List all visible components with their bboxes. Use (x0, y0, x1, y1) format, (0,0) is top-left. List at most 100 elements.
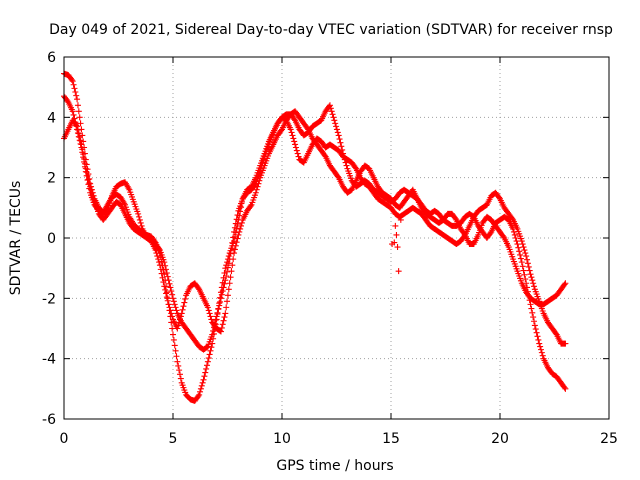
trace-c-point (80, 151, 87, 158)
trace-a-point (71, 85, 78, 92)
trace-c-point (236, 228, 243, 235)
trace-a-point (529, 309, 536, 316)
trace-a-point (204, 358, 211, 365)
trace-a-point (172, 347, 179, 354)
trace-b-point (524, 256, 531, 263)
trace-a-point (530, 314, 537, 321)
trace-c-point (252, 189, 259, 196)
trace-c-point (231, 246, 238, 253)
trace-c-point (176, 319, 183, 326)
trace-c-point (234, 235, 241, 242)
trace-a-point (70, 81, 77, 88)
trace-c-point (334, 173, 341, 180)
trace-a-point (522, 276, 529, 283)
trace-c-point (157, 266, 164, 273)
trace-c-point (221, 314, 228, 321)
trace-c-point (233, 239, 240, 246)
trace-a-point (332, 120, 339, 127)
trace-c-point (226, 280, 233, 287)
trace-c-point (219, 321, 226, 328)
trace-b-point (222, 277, 229, 284)
trace-a-point (170, 336, 177, 343)
trace-c-point (229, 262, 236, 269)
trace-c-point (161, 283, 168, 290)
trace-b-point (522, 250, 529, 257)
trace-a-point (222, 265, 229, 272)
trace-b-point (292, 144, 299, 151)
trace-a-point (206, 351, 213, 358)
trace-c-point (238, 222, 245, 229)
trace-b-point (552, 330, 559, 337)
trace-a-point (329, 111, 336, 118)
trace-c-point (207, 313, 214, 320)
trace-a-point (510, 228, 517, 235)
trace-c-point (304, 125, 311, 132)
outlier-point (397, 216, 404, 223)
trace-c-point (167, 307, 174, 314)
trace-c-point (77, 137, 84, 144)
y-tick-label: -6 (42, 412, 56, 428)
trace-c-point (247, 203, 254, 210)
trace-c-point (230, 256, 237, 263)
trace-c-point (156, 262, 163, 269)
trace-b-point (138, 222, 145, 229)
outlier-point (391, 239, 398, 246)
trace-b-point (289, 132, 296, 139)
trace-a-point (562, 385, 569, 392)
outlier-point (394, 244, 401, 251)
trace-c-point (89, 192, 96, 199)
trace-a-point (334, 129, 341, 136)
trace-a-point (537, 343, 544, 350)
trace-a-point (336, 136, 343, 143)
trace-b-point (214, 309, 221, 316)
x-axis: 0 5 10 15 20 25 (60, 57, 618, 447)
trace-a-point (68, 76, 75, 83)
trace-a-point (195, 393, 202, 400)
trace-a-point (175, 362, 182, 369)
trace-a-point (337, 139, 344, 146)
trace-c-point (74, 127, 81, 134)
trace-b-point (220, 284, 227, 291)
trace-c-point (562, 280, 569, 287)
trace-c-point (162, 286, 169, 293)
trace-a-point (197, 388, 204, 395)
trace-b-point (227, 250, 234, 257)
trace-c-point (155, 256, 162, 263)
trace-c-point (217, 327, 224, 334)
trace-b-point (164, 273, 171, 280)
trace-a-point (330, 114, 337, 121)
trace-c-point (74, 123, 81, 130)
trace-b-point (215, 306, 222, 313)
trace-b-point (290, 135, 297, 142)
trace-b-point (223, 273, 230, 280)
trace-a-point (532, 326, 539, 333)
trace-a-point (74, 96, 81, 103)
trace-c-point (217, 328, 224, 335)
trace-a-point (76, 114, 83, 121)
trace-b-point (294, 150, 301, 157)
trace-b-point (530, 280, 537, 287)
trace-b-point (212, 317, 219, 324)
trace-a-point (531, 322, 538, 329)
trace-a-point (519, 263, 526, 270)
trace-c-point (178, 310, 185, 317)
trace-b-point (524, 260, 531, 267)
trace-c-point (153, 250, 160, 257)
trace-a-point (326, 102, 333, 109)
trace-b-point (172, 304, 179, 311)
trace-c-point (254, 183, 261, 190)
trace-a-point (202, 369, 209, 376)
trace-a-point (169, 325, 176, 332)
trace-c-point (461, 230, 468, 237)
trace-c-point (225, 286, 232, 293)
trace-b-point (165, 277, 172, 284)
x-tick-label: 5 (169, 431, 178, 447)
trace-a-point (513, 238, 520, 245)
trace-b-point (230, 234, 237, 241)
trace-a-point (198, 382, 205, 389)
trace-a-point (331, 117, 338, 124)
trace-c-point (500, 233, 507, 240)
trace-a-point (524, 284, 531, 291)
trace-a-point (72, 88, 79, 95)
